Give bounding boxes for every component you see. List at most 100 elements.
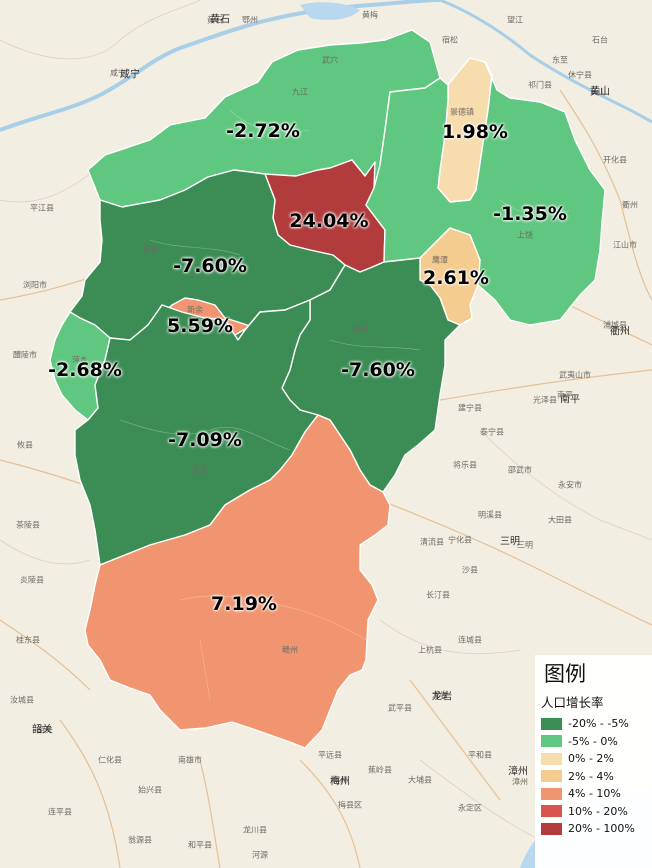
place-name-label: 翁源县 [128,835,152,845]
region-growth-label: -7.60% [341,359,415,381]
region-growth-label: 5.59% [167,315,233,337]
highway [559,89,652,301]
legend-subtitle: 人口增长率 [541,695,604,710]
city-label: 黄山 [590,86,610,98]
place-name-label: 东至 [552,55,568,65]
legend-label: 2% - 4% [568,769,614,783]
city-label: 衢州 [610,326,630,338]
legend-swatch [541,822,562,835]
place-name-label: 萍乡 [72,355,88,365]
place-name-label: 石台 [592,35,608,45]
place-name-label: 醴陵市 [13,350,37,360]
highway [409,679,501,801]
place-name-label: 河源 [252,850,268,860]
place-name-label: 景德镇 [450,107,474,117]
highway [0,619,91,691]
place-name-label: 浏阳市 [23,280,47,290]
place-name-label: 和平县 [188,840,212,850]
legend-items: -20% - -5% -5% - 0% 0% - 2% 2% - 4% 4% - 10%… [541,715,646,838]
region-growth-label: -2.68% [48,359,122,381]
place-name-label: 南雄市 [178,755,202,765]
place-name-label: 宿松 [442,35,458,45]
region-ganzhou[interactable] [84,414,391,749]
region-layer [49,29,606,749]
place-name-label: 咸宁 [110,68,126,78]
place-name-label: 休宁县 [568,70,592,80]
legend-item: 4% - 10% [541,785,646,803]
place-name-label: 南平 [557,390,573,400]
lake [300,2,360,20]
city-label: 黄石 [210,14,230,26]
place-name-label: 武穴 [322,55,338,65]
road [0,0,201,60]
road [0,539,91,565]
road [479,429,652,541]
county-border [179,595,367,641]
legend-swatch [541,735,562,748]
place-name-label: 黄山 [590,87,606,97]
place-name-label: 漳州 [512,777,528,787]
county-borders [119,109,571,701]
place-name-label: 龙岩 [432,690,448,700]
highway [59,719,121,868]
legend-label: 20% - 100% [568,822,635,836]
city-label: 龙岩 [432,691,452,703]
place-name-label: 衢州 [622,200,638,210]
place-name-label: 连平县 [48,807,72,817]
place-name-label: 永定区 [458,803,482,813]
region-growth-label: -1.35% [493,203,567,225]
city-label: 韶关 [32,724,52,736]
legend-title: 图例 [544,662,586,686]
place-name-label: 大埔县 [408,775,432,785]
place-name-label: 将乐县 [453,460,477,470]
legend-item: 20% - 100% [541,820,646,838]
region-growth-label: 1.98% [442,121,508,143]
road [419,759,541,841]
region-growth-label: -7.09% [168,429,242,451]
place-name-label: 宁化县 [448,535,472,545]
place-name-label: 新余 [187,305,203,315]
place-name-label: 仁化县 [98,755,122,765]
place-name-label: 浦城县 [603,320,627,330]
place-name-label: 江山市 [613,240,637,250]
county-border [149,239,241,256]
legend: 图例 人口增长率 -20% - -5% -5% - 0% 0% - 2% 2% - 4… [535,655,652,868]
place-name-label: 茶陵县 [16,520,40,530]
legend-swatch [541,805,562,818]
place-name-label: 长汀县 [426,590,450,600]
city-label: 漳州 [508,766,528,778]
county-border [199,639,211,701]
place-name-label: 开化县 [603,155,627,165]
place-name-label: 光泽县 [533,395,557,405]
region-growth-label: 24.04% [289,210,369,232]
place-name-label: 上饶 [517,230,533,240]
place-name-label: 武平县 [388,703,412,713]
place-name-label: 赣州 [282,645,298,655]
place-name-label: 三明 [517,540,533,550]
place-name-label: 黄石 [207,15,223,25]
legend-item: 2% - 4% [541,768,646,786]
place-name-label: 抚州 [352,325,368,335]
city-label: 南平 [560,394,580,406]
place-name-label: 蕉岭县 [368,765,392,775]
legend-label: 4% - 10% [568,787,621,801]
legend-label: -5% - 0% [568,734,618,748]
region-growth-label: -2.72% [226,120,300,142]
place-name-label: 韶关 [37,725,53,735]
legend-swatch [541,770,562,783]
place-name-label: 九江 [292,87,308,97]
place-name-label: 吉安 [192,465,208,475]
legend-swatch [541,717,562,730]
place-name-label: 平和县 [468,750,492,760]
county-border [229,109,311,133]
place-name-label: 上杭县 [418,645,442,655]
legend-label: 10% - 20% [568,804,628,818]
place-name-label: 龙川县 [243,825,267,835]
region-growth-label: 7.19% [211,593,277,615]
highway [299,759,361,868]
legend-item: 0% - 2% [541,750,646,768]
place-name-label: 建宁县 [458,403,482,413]
region-growth-label: -7.60% [173,255,247,277]
place-name-label: 平远县 [318,750,342,760]
highway [199,759,221,868]
